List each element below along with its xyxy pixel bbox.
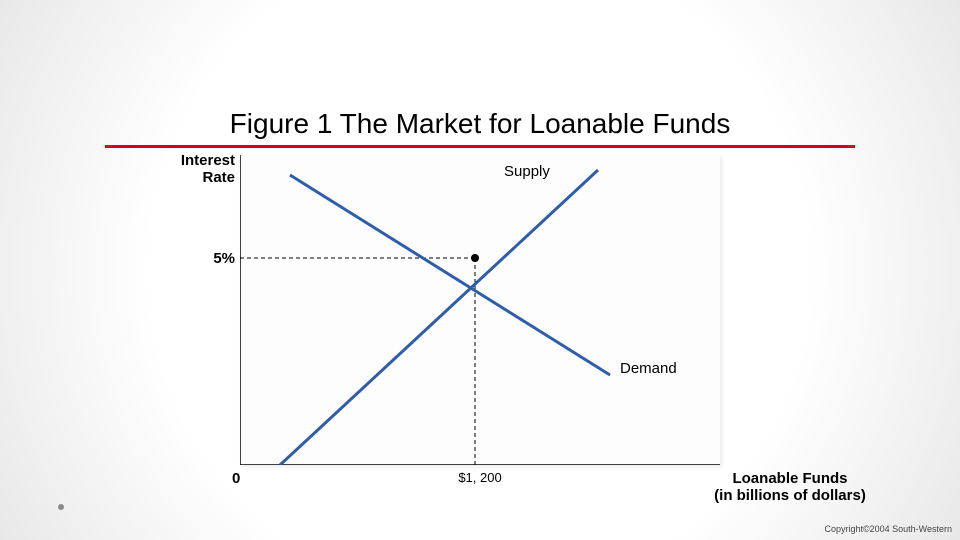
chart-svg: [240, 155, 720, 465]
supply-curve: [280, 170, 598, 465]
equilibrium-point: [471, 254, 479, 262]
demand-label: Demand: [620, 360, 677, 377]
x-tick-1200: $1, 200: [445, 470, 515, 485]
x-axis-label: Loanable Funds(in billions of dollars): [690, 470, 890, 505]
slide-bullet-left: [58, 504, 64, 510]
origin-label: 0: [232, 470, 240, 487]
title-divider: [105, 145, 855, 148]
supply-label: Supply: [504, 163, 550, 180]
figure-title: Figure 1 The Market for Loanable Funds: [0, 108, 960, 140]
copyright-text: Copyright©2004 South-Western: [824, 524, 952, 534]
y-tick-5pct: 5%: [200, 250, 235, 267]
y-axis-label: InterestRate: [160, 153, 235, 186]
chart-panel: [240, 155, 720, 465]
